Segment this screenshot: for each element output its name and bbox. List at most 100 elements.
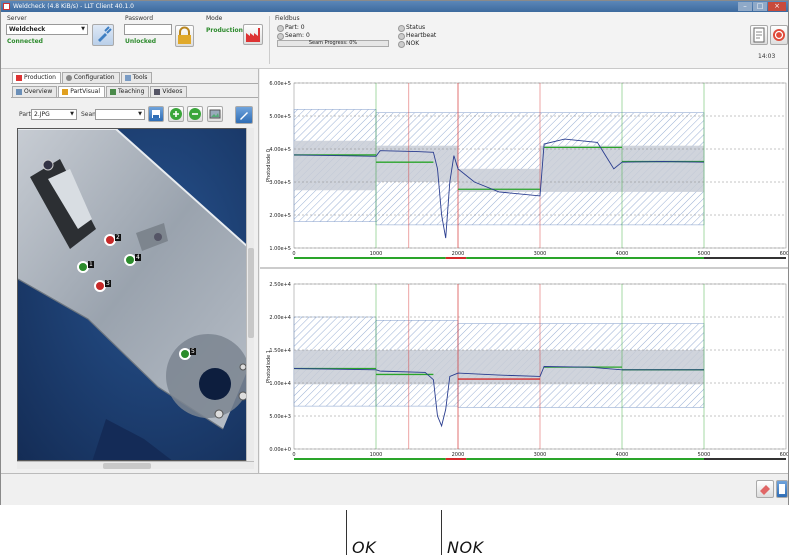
tab-partvisual[interactable]: PartVisual (58, 86, 106, 97)
scroll-thumb[interactable] (103, 463, 151, 469)
maximize-button[interactable]: □ (753, 2, 767, 11)
charts-svg: 1.00e+5 2.00e+5 3.00e+5 4.00e+5 5.00e+5 6.00e… (260, 81, 789, 460)
x-tick-label: 3000 (534, 251, 547, 257)
chevron-down-icon: ▼ (70, 111, 74, 117)
ok-callout-label: OK (352, 538, 377, 557)
window-title: Weldcheck (4.8 KiB/s) - LLT Client 40.1.… (13, 3, 134, 10)
server-select[interactable]: Weldcheck ▼ (6, 24, 88, 35)
image-icon (209, 109, 221, 119)
tab-videos[interactable]: Videos (150, 86, 188, 97)
signal-line (293, 138, 705, 239)
remove-button[interactable] (187, 106, 203, 122)
tolerance-band (458, 168, 540, 192)
tab-teaching[interactable]: Teaching (106, 86, 150, 97)
tools-icon (124, 75, 131, 81)
server-value: Weldcheck (9, 26, 46, 33)
y-tick-label: 2.00e+4 (269, 315, 291, 321)
connect-button[interactable] (92, 24, 114, 46)
plug-icon (98, 26, 112, 42)
factory-icon (246, 28, 260, 42)
nok-callout-line (441, 510, 442, 555)
chart-panel-0: 1.00e+5 2.00e+5 3.00e+5 4.00e+5 5.00e+5 6.00e… (266, 81, 789, 259)
y-tick-label: 3.00e+5 (269, 180, 291, 186)
seam-progress-bar: Seam Progress: 0% (277, 40, 389, 47)
edit-button[interactable] (235, 106, 253, 124)
y-tick-label: 2.00e+5 (269, 213, 291, 219)
save-button[interactable] (148, 106, 164, 122)
vertical-scrollbar[interactable] (246, 128, 254, 461)
gear-icon (65, 75, 72, 81)
close-button[interactable]: × (768, 2, 786, 11)
x-tick-label: 0 (292, 251, 295, 257)
production-mode-button[interactable] (243, 24, 263, 45)
shutdown-button[interactable] (770, 25, 788, 45)
seam-indicator: Seam: 0 (277, 32, 310, 40)
horizontal-scrollbar[interactable] (17, 461, 254, 469)
password-label: Password (125, 15, 154, 22)
minimize-button[interactable]: – (738, 2, 752, 11)
report-button[interactable] (750, 25, 768, 45)
add-button[interactable] (168, 106, 184, 122)
part-image[interactable]: 1 2 3 4 5 (17, 128, 247, 461)
tab-label: Videos (162, 88, 183, 95)
x-tick-label: 6000 (780, 452, 788, 458)
notepad-icon (779, 484, 785, 494)
nok-callout-label: NOK (447, 538, 484, 557)
password-status: Unlocked (125, 38, 157, 45)
connection-toolbar: Server Weldcheck ▼ Connected Password Unl… (1, 12, 788, 69)
pencil-icon (62, 89, 69, 95)
y-tick-label: 5.00e+5 (269, 114, 291, 120)
tab-production[interactable]: Production (12, 72, 61, 83)
signal-charts: 1.00e+5 2.00e+5 3.00e+5 4.00e+5 5.00e+5 6.00e… (260, 69, 789, 473)
scroll-thumb[interactable] (248, 248, 254, 338)
server-status: Connected (7, 38, 43, 45)
image-settings-button[interactable] (207, 106, 223, 122)
y-axis-label: Photodiode 0 (266, 149, 272, 182)
x-tick-label: 4000 (616, 251, 629, 257)
y-axis-label: Photodiode 1 (266, 350, 272, 383)
divider (269, 16, 270, 64)
status-bar (1, 473, 788, 505)
x-tick-label: 6000 (780, 251, 788, 257)
tab-tools[interactable]: Tools (120, 72, 153, 83)
lock-button[interactable] (175, 25, 194, 47)
tolerance-band (294, 140, 376, 191)
home-icon (16, 89, 22, 95)
x-tick-label: 1000 (370, 452, 383, 458)
tab-label: Production (24, 74, 56, 81)
plus-circle-icon (170, 108, 182, 120)
chevron-down-icon: ▼ (138, 111, 142, 117)
clock: 14:03 (758, 53, 776, 60)
minus-circle-icon (189, 108, 201, 120)
part-value: 2.JPG (34, 111, 50, 118)
seam-select[interactable]: ▼ (95, 109, 145, 120)
notes-button[interactable] (776, 480, 788, 498)
x-tick-label: 4000 (616, 452, 629, 458)
clear-button[interactable] (756, 480, 774, 498)
weld-marker-label: 1 (88, 261, 94, 268)
divider (11, 83, 258, 84)
x-tick-label: 0 (292, 452, 295, 458)
sub-tabs: Overview PartVisual Teaching Videos (12, 86, 188, 97)
chevron-down-icon: ▼ (81, 26, 85, 32)
main-tabs: Production Configuration Tools (12, 72, 153, 83)
part-select[interactable]: 2.JPG ▼ (31, 109, 77, 120)
teaching-icon (110, 89, 117, 95)
part-indicator: Part: 0 (277, 24, 305, 32)
left-panel: Production Configuration Tools Overview … (1, 69, 259, 473)
heartbeat-indicator: Heartbeat (398, 32, 436, 40)
tab-overview[interactable]: Overview (12, 86, 58, 97)
mode-label: Mode (206, 15, 223, 22)
y-tick-label: 2.50e+4 (269, 282, 291, 288)
seam-progress-text: Seam Progress: 0% (308, 40, 358, 46)
tab-configuration[interactable]: Configuration (61, 72, 120, 83)
tab-label: Tools (132, 74, 148, 81)
tab-label: Configuration (73, 74, 115, 81)
pencil-icon (240, 112, 248, 120)
status-indicator: Status (398, 24, 425, 32)
window-controls: – □ × (738, 2, 786, 11)
divider (11, 97, 258, 98)
password-input[interactable] (124, 24, 172, 35)
seam-label: Seam (81, 111, 99, 118)
x-tick-label: 3000 (534, 452, 547, 458)
